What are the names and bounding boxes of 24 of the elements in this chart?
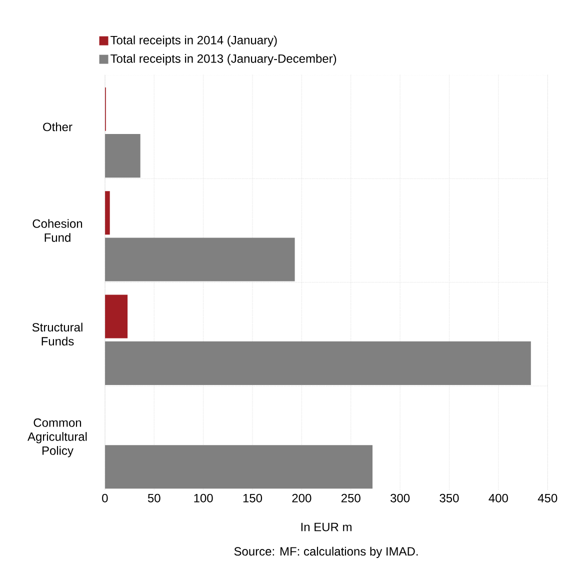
x-tick-label: 450 bbox=[538, 494, 558, 502]
legend-label: Total receipts in 2014 (January) bbox=[110, 36, 277, 47]
x-tick-label: 200 bbox=[292, 494, 312, 502]
bar bbox=[105, 238, 295, 282]
y-tick-label: Cohesion Fund bbox=[32, 219, 82, 242]
x-tick-label: 250 bbox=[342, 494, 361, 502]
legend-label: Total receipts in 2013 (January-December) bbox=[110, 54, 336, 66]
bar bbox=[105, 191, 110, 235]
bar bbox=[105, 341, 532, 385]
x-tick-label: 350 bbox=[440, 494, 459, 502]
x-tick-label: 400 bbox=[488, 494, 508, 502]
x-tick-label: 50 bbox=[148, 494, 161, 502]
x-tick-label: 0 bbox=[102, 494, 108, 502]
bar bbox=[105, 445, 373, 489]
bar bbox=[105, 134, 141, 178]
y-tick-label: Common Agricultural Policy bbox=[28, 418, 87, 458]
bar bbox=[105, 294, 128, 338]
source-note: Source: MF: calculations by IMAD. bbox=[234, 546, 418, 558]
y-tick-label: Structural Funds bbox=[32, 322, 83, 346]
x-axis-title: In EUR m bbox=[302, 522, 352, 532]
y-tick-label: Other bbox=[43, 122, 72, 132]
x-tick-label: 150 bbox=[244, 494, 262, 502]
x-tick-label: 300 bbox=[390, 494, 410, 502]
x-tick-label: 100 bbox=[194, 494, 214, 502]
